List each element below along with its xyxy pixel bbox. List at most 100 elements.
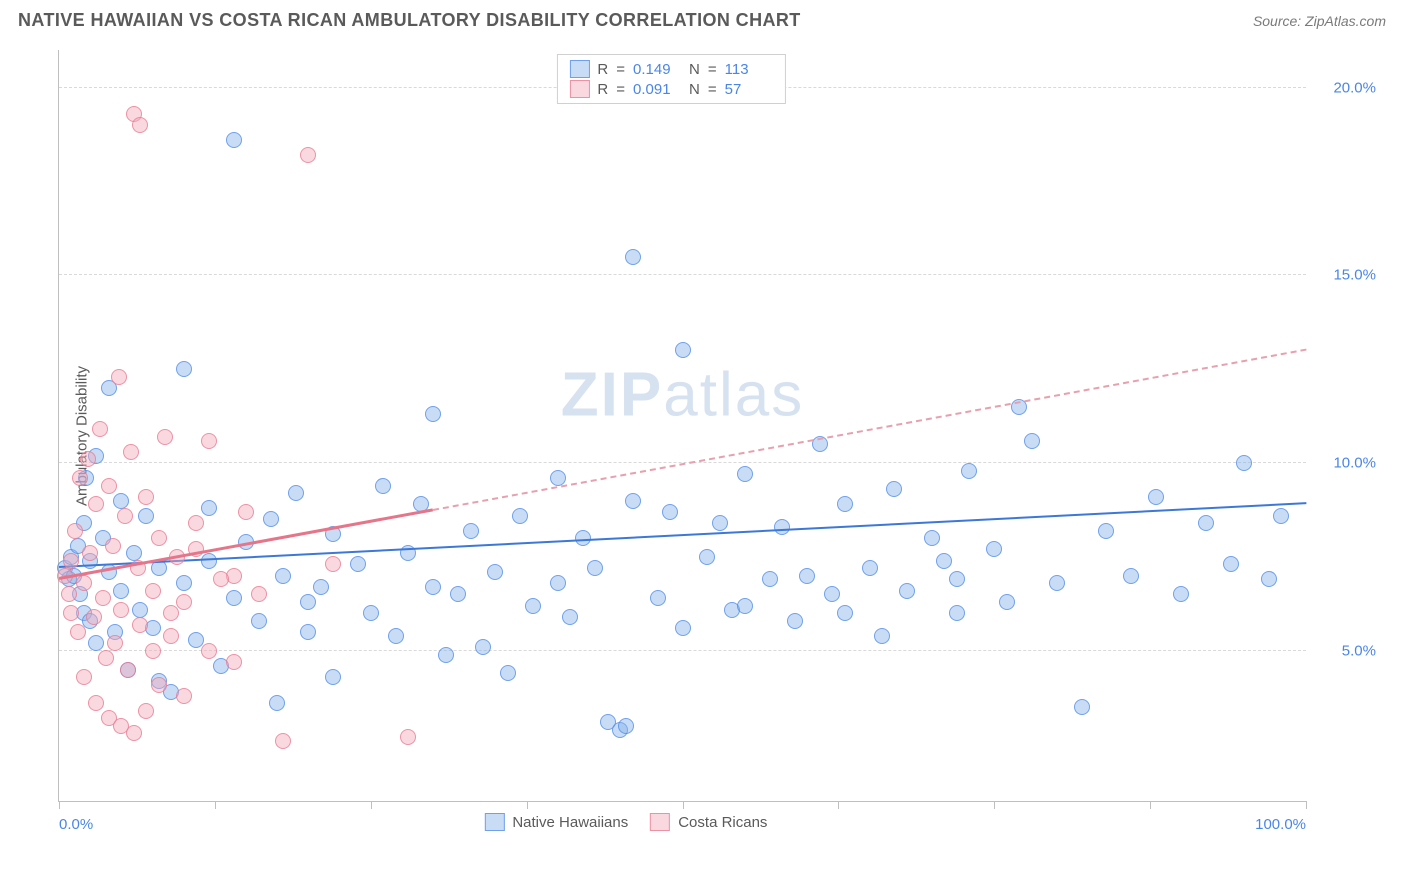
- data-point: [949, 605, 965, 621]
- data-point: [1236, 455, 1252, 471]
- data-point: [251, 586, 267, 602]
- data-point: [76, 669, 92, 685]
- data-point: [70, 624, 86, 640]
- data-point: [201, 553, 217, 569]
- x-tick: [838, 801, 839, 809]
- chart-container: Ambulatory Disability ZIPatlas R= 0.149 …: [18, 40, 1386, 832]
- data-point: [188, 515, 204, 531]
- data-point: [400, 729, 416, 745]
- data-point: [650, 590, 666, 606]
- data-point: [325, 669, 341, 685]
- r-value-b: 0.091: [633, 81, 681, 98]
- r-value-a: 0.149: [633, 61, 681, 78]
- data-point: [300, 624, 316, 640]
- data-point: [862, 560, 878, 576]
- data-point: [113, 493, 129, 509]
- data-point: [120, 662, 136, 678]
- data-point: [151, 530, 167, 546]
- data-point: [88, 635, 104, 651]
- data-point: [67, 523, 83, 539]
- data-point: [132, 617, 148, 633]
- data-point: [438, 647, 454, 663]
- data-point: [562, 609, 578, 625]
- data-point: [300, 594, 316, 610]
- data-point: [201, 500, 217, 516]
- data-point: [525, 598, 541, 614]
- data-point: [95, 590, 111, 606]
- legend-label-a: Native Hawaiians: [512, 814, 628, 831]
- data-point: [113, 602, 129, 618]
- data-point: [1261, 571, 1277, 587]
- legend-row-a: R= 0.149 N= 113: [569, 59, 772, 79]
- data-point: [123, 444, 139, 460]
- data-point: [1273, 508, 1289, 524]
- data-point: [1074, 699, 1090, 715]
- data-point: [80, 451, 96, 467]
- data-point: [226, 654, 242, 670]
- data-point: [1098, 523, 1114, 539]
- swatch-a-icon: [569, 60, 589, 78]
- y-tick-label: 15.0%: [1316, 267, 1376, 284]
- data-point: [475, 639, 491, 655]
- data-point: [107, 635, 123, 651]
- x-tick: [371, 801, 372, 809]
- grid-line-h: [59, 274, 1306, 275]
- data-point: [899, 583, 915, 599]
- source-attribution: Source: ZipAtlas.com: [1253, 13, 1386, 29]
- data-point: [61, 586, 77, 602]
- data-point: [82, 545, 98, 561]
- data-point: [512, 508, 528, 524]
- data-point: [463, 523, 479, 539]
- data-point: [226, 590, 242, 606]
- data-point: [288, 485, 304, 501]
- data-point: [662, 504, 678, 520]
- data-point: [550, 470, 566, 486]
- correlation-legend: R= 0.149 N= 113 R= 0.091 N= 57: [556, 54, 785, 104]
- data-point: [163, 628, 179, 644]
- data-point: [201, 643, 217, 659]
- data-point: [618, 718, 634, 734]
- data-point: [275, 568, 291, 584]
- data-point: [774, 519, 790, 535]
- data-point: [625, 249, 641, 265]
- data-point: [325, 556, 341, 572]
- n-value-a: 113: [725, 61, 773, 78]
- data-point: [999, 594, 1015, 610]
- chart-title: NATIVE HAWAIIAN VS COSTA RICAN AMBULATOR…: [18, 10, 801, 31]
- data-point: [625, 493, 641, 509]
- data-point: [201, 433, 217, 449]
- data-point: [111, 369, 127, 385]
- data-point: [874, 628, 890, 644]
- x-tick: [1150, 801, 1151, 809]
- data-point: [587, 560, 603, 576]
- data-point: [425, 579, 441, 595]
- data-point: [138, 508, 154, 524]
- data-point: [1223, 556, 1239, 572]
- data-point: [151, 677, 167, 693]
- data-point: [263, 511, 279, 527]
- x-tick: [59, 801, 60, 809]
- data-point: [92, 421, 108, 437]
- data-point: [1173, 586, 1189, 602]
- data-point: [1198, 515, 1214, 531]
- data-point: [313, 579, 329, 595]
- data-point: [145, 583, 161, 599]
- data-point: [500, 665, 516, 681]
- data-point: [138, 703, 154, 719]
- data-point: [251, 613, 267, 629]
- data-point: [949, 571, 965, 587]
- n-value-b: 57: [725, 81, 773, 98]
- watermark: ZIPatlas: [561, 360, 804, 431]
- data-point: [176, 594, 192, 610]
- data-point: [936, 553, 952, 569]
- y-tick-label: 10.0%: [1316, 455, 1376, 472]
- data-point: [86, 609, 102, 625]
- data-point: [350, 556, 366, 572]
- data-point: [113, 583, 129, 599]
- data-point: [226, 132, 242, 148]
- x-tick: [683, 801, 684, 809]
- data-point: [737, 466, 753, 482]
- data-point: [1123, 568, 1139, 584]
- x-tick-label: 0.0%: [59, 816, 93, 833]
- legend-item-b: Costa Ricans: [650, 813, 767, 831]
